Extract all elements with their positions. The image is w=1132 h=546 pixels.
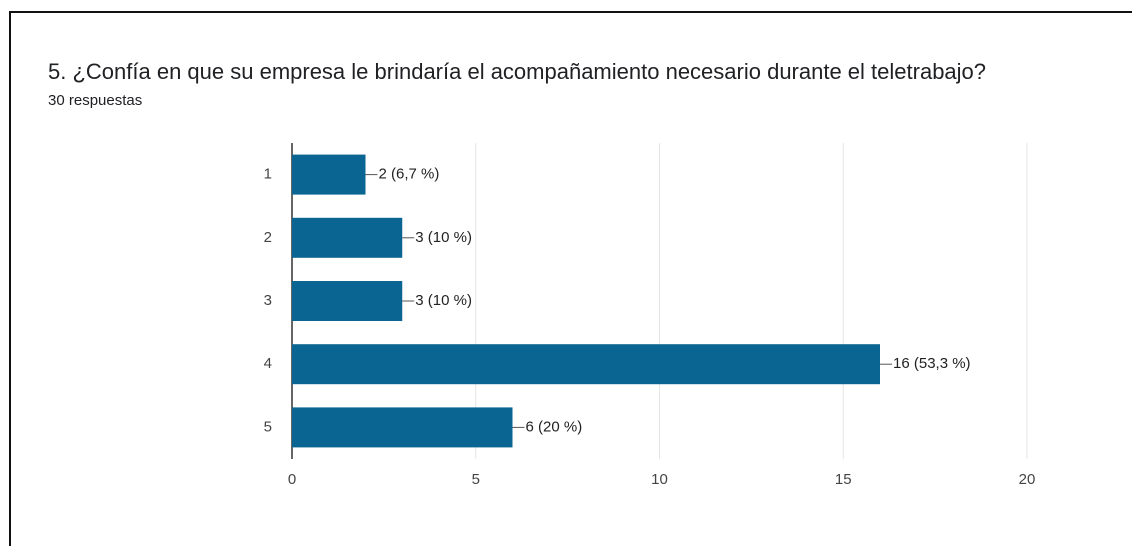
x-tick-label: 0 (288, 471, 296, 488)
x-tick-label: 15 (835, 471, 852, 488)
frame (9, 11, 1132, 546)
bar (292, 154, 366, 195)
data-label: 16 (53,3 %) (893, 355, 971, 372)
chart-subtitle: 30 respuestas (48, 92, 142, 109)
x-tick-label: 5 (472, 471, 480, 488)
data-label: 2 (6,7 %) (379, 166, 440, 183)
y-tick-label: 3 (264, 292, 272, 309)
y-tick-label: 1 (264, 166, 272, 183)
y-tick-label: 4 (264, 355, 272, 372)
y-tick-label: 2 (264, 229, 272, 246)
y-tick-label: 5 (264, 418, 272, 435)
chart-title: 5. ¿Confía en que su empresa le brindarí… (48, 59, 986, 84)
bar (292, 407, 513, 448)
x-tick-label: 20 (1019, 471, 1036, 488)
bar (292, 217, 403, 258)
data-label: 3 (10 %) (415, 292, 472, 309)
bar (292, 281, 403, 321)
data-label: 3 (10 %) (415, 229, 472, 246)
bar (292, 344, 880, 385)
x-tick-label: 10 (651, 471, 668, 488)
data-label: 6 (20 %) (526, 418, 583, 435)
